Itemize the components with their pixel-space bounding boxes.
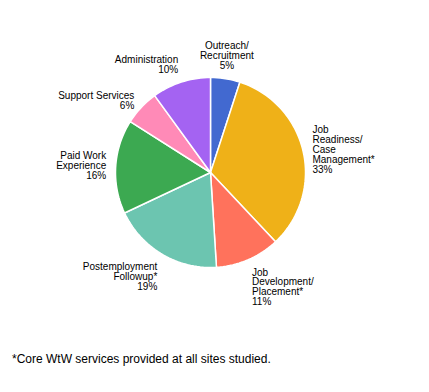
- svg-text:PostemploymentFollowup*19%: PostemploymentFollowup*19%: [83, 261, 158, 292]
- svg-text:Outreach/Recruitment5%: Outreach/Recruitment5%: [200, 40, 254, 71]
- html-text:*Core WtW services provided at: *Core WtW services provided at all sites…: [12, 352, 271, 366]
- svg-text:Paid WorkExperience16%: Paid WorkExperience16%: [56, 150, 107, 181]
- svg-text:Support Services6%: Support Services6%: [58, 90, 134, 111]
- svg-text:JobDevelopment/Placement*11%: JobDevelopment/Placement*11%: [252, 267, 314, 308]
- svg-text:Administration10%: Administration10%: [115, 54, 178, 75]
- svg-text:JobReadiness/CaseManagement*33: JobReadiness/CaseManagement*33%: [312, 124, 374, 175]
